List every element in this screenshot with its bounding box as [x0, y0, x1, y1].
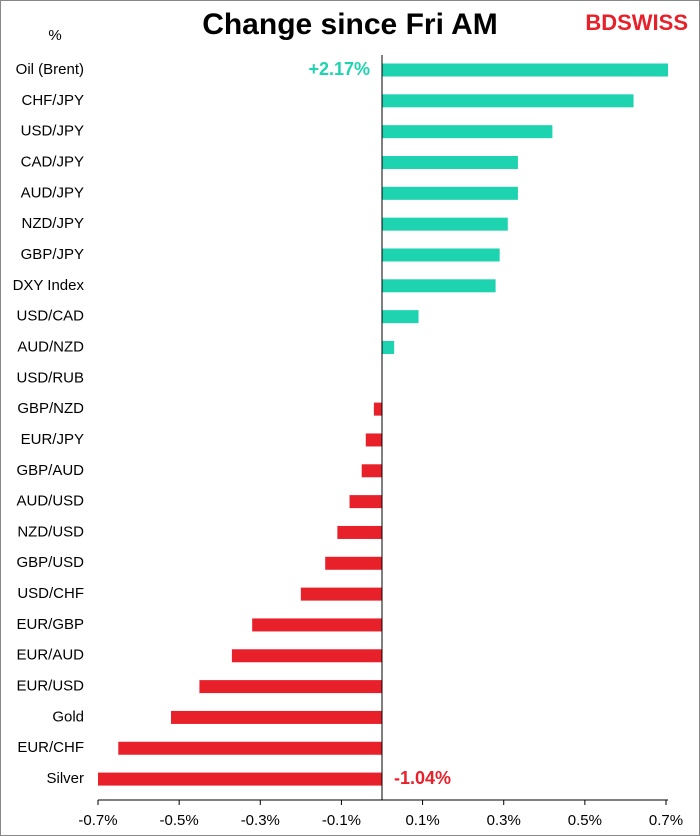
y-tick-label: EUR/JPY	[21, 431, 84, 448]
x-tick-label: 0.1%	[405, 812, 439, 829]
bars	[98, 63, 668, 786]
bar	[382, 248, 500, 262]
y-tick-label: GBP/USD	[16, 554, 84, 571]
bar	[365, 433, 382, 447]
x-tick-label: -0.1%	[322, 812, 361, 829]
y-tick-label: USD/CAD	[16, 308, 84, 325]
bar	[373, 402, 382, 416]
y-tick-label: Silver	[46, 770, 84, 787]
y-tick-label: AUD/USD	[16, 493, 84, 510]
x-tick-label: 0.5%	[568, 812, 602, 829]
bar	[325, 556, 382, 570]
bar	[98, 772, 383, 786]
y-tick-label: EUR/USD	[16, 678, 84, 695]
y-tick-label: EUR/CHF	[17, 739, 84, 756]
y-tick-label: GBP/AUD	[16, 462, 84, 479]
bar	[382, 63, 668, 77]
bar	[382, 94, 634, 108]
bar	[382, 279, 496, 293]
bar	[382, 217, 508, 231]
y-tick-label: CHF/JPY	[21, 92, 84, 109]
y-tick-label: AUD/JPY	[21, 184, 84, 201]
bar	[252, 618, 382, 632]
bar	[349, 495, 382, 509]
bar	[171, 710, 382, 724]
data-label: -1.04%	[394, 768, 451, 788]
bar	[231, 649, 382, 663]
y-tick-label: GBP/NZD	[17, 400, 84, 417]
logo: BDSWISS	[585, 10, 688, 35]
y-tick-label: DXY Index	[13, 277, 85, 294]
y-tick-label: AUD/NZD	[17, 338, 84, 355]
y-tick-label: NZD/JPY	[21, 215, 84, 232]
bar	[337, 525, 382, 539]
x-tick-label: 0.7%	[649, 812, 683, 829]
x-tick-label: -0.5%	[160, 812, 199, 829]
y-axis-label: %	[48, 27, 61, 44]
y-tick-label: USD/CHF	[17, 585, 84, 602]
bar	[382, 186, 518, 200]
bar	[382, 155, 518, 169]
y-tick-label: CAD/JPY	[21, 153, 84, 170]
y-tick-label: EUR/AUD	[16, 647, 84, 664]
bar	[382, 340, 395, 354]
bar	[382, 125, 553, 139]
y-tick-label: USD/RUB	[16, 369, 84, 386]
bar	[361, 464, 382, 478]
x-tick-label: -0.7%	[78, 812, 117, 829]
bar	[382, 310, 419, 324]
x-tick-label: -0.3%	[241, 812, 280, 829]
y-tick-label: Gold	[52, 708, 84, 725]
x-tick-label: 0.3%	[487, 812, 521, 829]
y-tick-label: EUR/GBP	[16, 616, 84, 633]
bar	[199, 680, 382, 694]
y-tick-label: NZD/USD	[17, 523, 84, 540]
data-label: +2.17%	[308, 59, 370, 79]
y-tick-label: Oil (Brent)	[16, 61, 84, 78]
chart-title: Change since Fri AM	[202, 8, 498, 41]
y-tick-label: USD/JPY	[21, 123, 84, 140]
y-tick-label: GBP/JPY	[21, 246, 84, 263]
bar	[300, 587, 382, 601]
bar	[118, 741, 383, 755]
